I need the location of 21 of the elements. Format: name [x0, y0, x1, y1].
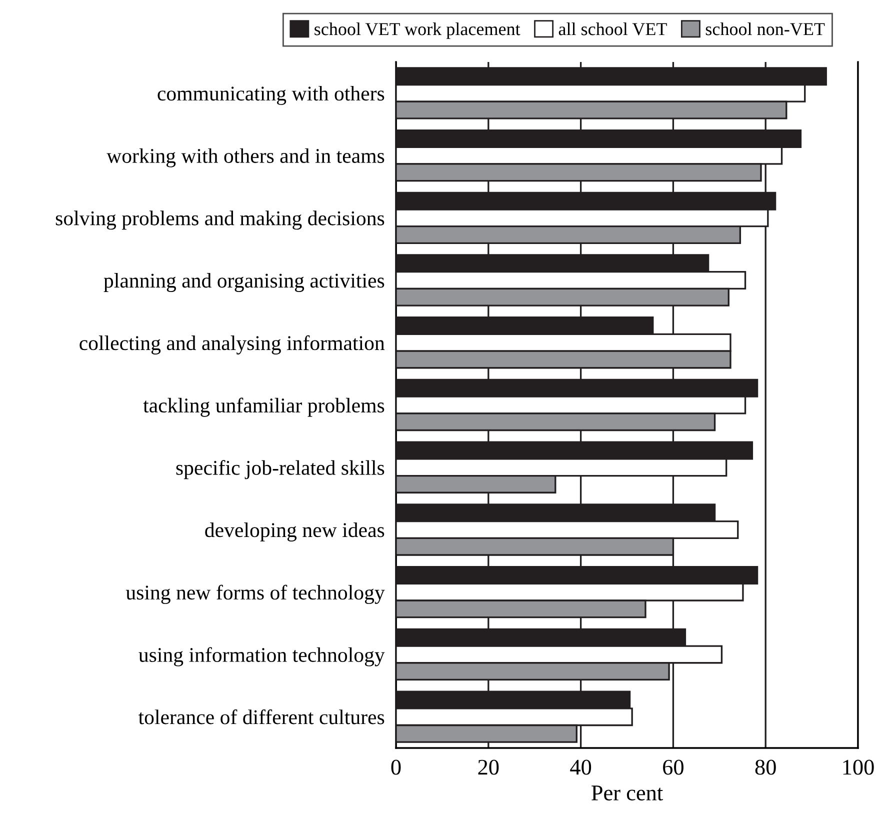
y-tick-label: working with others and in teams	[106, 148, 384, 168]
x-tick-label: 60	[663, 760, 684, 775]
y-tick-label: tackling unfamiliar problems	[143, 398, 384, 417]
y-tick-label: developing new ideas	[205, 522, 384, 542]
x-tick-label: 100	[843, 760, 874, 775]
y-tick-label: planning and organising activities	[104, 273, 384, 292]
y-tick-label: specific job-related skills	[176, 460, 384, 480]
y-tick-label: solving problems and making decisions	[56, 210, 384, 230]
x-tick-label: 0	[391, 760, 401, 775]
y-tick-label: using new forms of technology	[126, 584, 385, 604]
y-tick-label: using information technology	[138, 647, 385, 666]
legend-label: school VET work placement	[314, 22, 520, 39]
x-tick-label: 20	[478, 760, 499, 775]
x-tick-label: 80	[755, 760, 776, 775]
legend-label: school non-VET	[706, 22, 825, 36]
x-axis-title: Per cent	[592, 786, 663, 800]
legend-label: all school VET	[558, 22, 667, 36]
x-tick-label: 40	[570, 760, 592, 775]
y-tick-label: communicating with others	[158, 86, 384, 105]
y-tick-label: collecting and analysing information	[80, 335, 385, 354]
y-tick-label: tolerance of different cultures	[138, 709, 384, 724]
